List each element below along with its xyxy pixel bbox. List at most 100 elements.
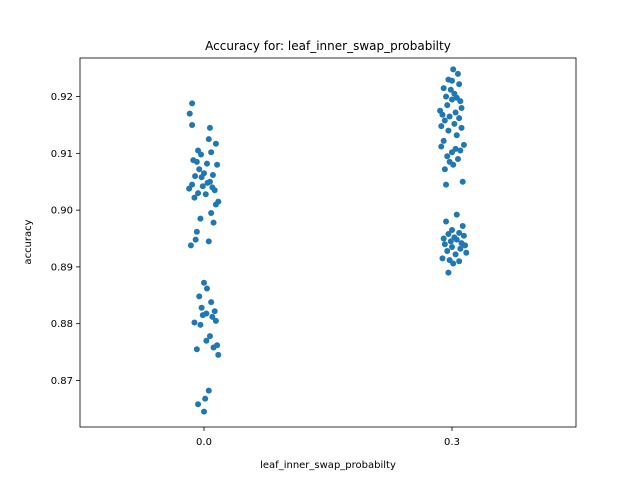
data-point <box>192 173 199 180</box>
data-point <box>197 321 204 328</box>
data-point <box>193 346 200 353</box>
data-point <box>441 117 448 124</box>
data-point <box>209 313 216 320</box>
data-point <box>212 140 219 147</box>
data-point <box>440 235 447 242</box>
data-point <box>451 120 458 127</box>
data-point <box>208 149 215 156</box>
data-point <box>460 232 467 239</box>
data-point <box>192 236 199 243</box>
data-point <box>211 308 218 315</box>
data-point <box>195 401 202 408</box>
data-point <box>215 351 222 358</box>
data-point <box>453 132 460 139</box>
data-point <box>445 230 452 237</box>
data-point <box>209 171 216 178</box>
y-tick-label: 0.91 <box>51 149 73 160</box>
data-point <box>456 81 463 88</box>
x-tick-label: 0.3 <box>444 437 460 448</box>
data-point <box>214 161 221 168</box>
data-point <box>458 124 465 131</box>
data-point <box>187 242 194 249</box>
data-point <box>208 209 215 216</box>
data-point <box>193 228 200 235</box>
plot-area <box>79 57 577 428</box>
data-point <box>205 136 212 143</box>
data-point <box>457 147 464 154</box>
axes-frame <box>79 57 577 428</box>
data-point <box>449 244 455 251</box>
data-point <box>189 100 196 107</box>
data-point <box>439 255 446 262</box>
data-point <box>205 238 212 245</box>
data-point <box>208 299 215 306</box>
data-point <box>447 86 454 93</box>
data-point <box>454 156 461 163</box>
y-tick-label: 0.87 <box>51 376 73 387</box>
data-point <box>438 143 445 150</box>
data-point <box>212 201 219 208</box>
y-axis: 0.87 0.88 0.89 0.90 0.91 0.92 <box>51 92 80 387</box>
data-point <box>445 269 452 276</box>
data-point <box>453 236 460 243</box>
data-point <box>196 293 203 300</box>
data-point <box>445 127 452 134</box>
data-point <box>456 115 463 122</box>
data-point <box>198 304 205 311</box>
data-point <box>440 85 447 92</box>
data-point <box>460 141 467 148</box>
data-point <box>459 223 466 230</box>
y-tick-label: 0.92 <box>51 92 73 103</box>
data-point <box>443 218 450 225</box>
data-point <box>199 183 206 190</box>
data-point <box>456 229 463 236</box>
y-tick-label: 0.89 <box>51 262 73 273</box>
data-point <box>457 98 464 105</box>
data-point <box>459 178 466 185</box>
data-point <box>452 109 459 116</box>
data-point <box>454 70 461 77</box>
data-point <box>444 248 451 255</box>
data-point <box>196 166 203 173</box>
data-point <box>206 124 213 131</box>
data-point <box>186 185 193 192</box>
data-point <box>449 77 455 84</box>
data-point <box>199 312 206 319</box>
data-point <box>203 160 210 167</box>
data-point <box>212 317 219 324</box>
data-point <box>201 408 207 415</box>
data-point <box>202 395 209 402</box>
data-point <box>443 181 450 188</box>
data-point <box>450 260 457 267</box>
data-point <box>189 121 196 128</box>
data-point <box>197 215 204 222</box>
data-point <box>193 158 200 165</box>
data-point <box>198 151 205 158</box>
data-point <box>439 111 446 118</box>
data-point <box>449 96 455 103</box>
y-axis-label: accuracy <box>23 219 34 264</box>
data-point <box>441 241 448 248</box>
data-point <box>444 153 451 160</box>
data-point <box>204 179 211 186</box>
data-point <box>447 238 454 245</box>
x-tick-label: 0.0 <box>196 437 212 448</box>
x-axis: 0.0 0.3 <box>196 427 460 448</box>
data-point <box>206 333 213 340</box>
data-point <box>453 211 460 218</box>
data-point <box>457 245 464 252</box>
data-point <box>440 137 447 144</box>
data-point <box>202 191 209 198</box>
y-tick-label: 0.90 <box>51 206 73 217</box>
data-point <box>441 166 448 173</box>
x-axis-label: leaf_inner_swap_probabilty <box>260 460 396 471</box>
data-point <box>458 104 465 111</box>
data-point <box>201 279 207 286</box>
data-point <box>211 187 218 194</box>
data-point <box>210 344 217 351</box>
points-layer <box>186 66 470 415</box>
data-point <box>195 190 202 197</box>
data-point <box>450 66 457 73</box>
